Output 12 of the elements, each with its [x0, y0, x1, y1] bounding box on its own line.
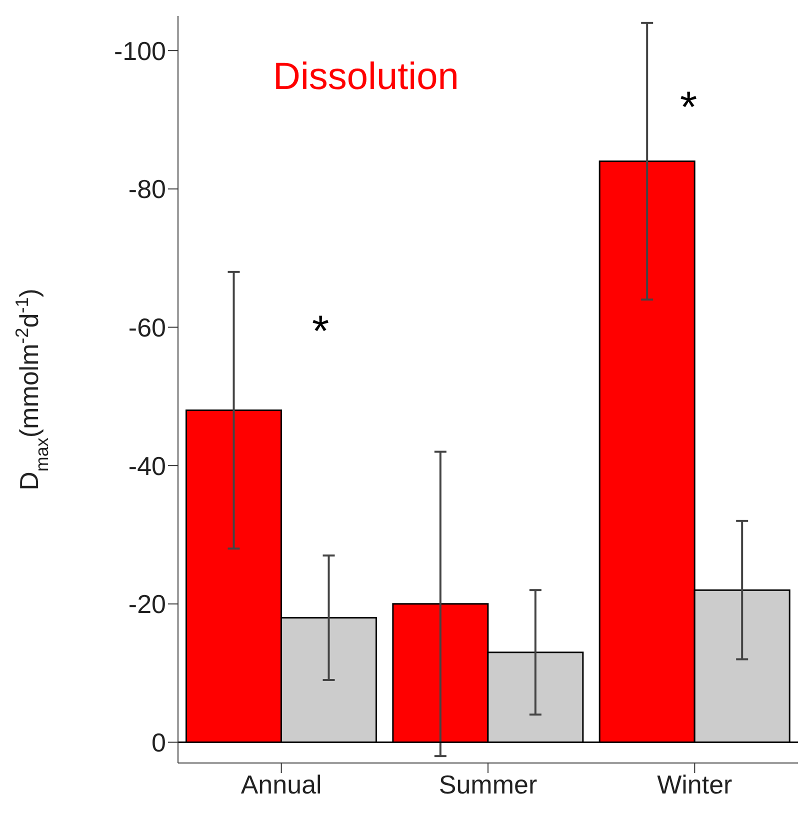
y-tick-label: -40 [128, 450, 166, 481]
y-tick-label: -60 [128, 312, 166, 342]
y-tick-label: -20 [128, 589, 166, 620]
y-tick-label: 0 [152, 727, 166, 758]
annotation: * [312, 307, 330, 356]
annotation: Dissolution [273, 56, 459, 98]
x-tick-label: Winter [657, 769, 733, 800]
x-tick-label: Annual [240, 769, 322, 800]
y-tick-label: -100 [114, 36, 166, 66]
annotation: * [680, 83, 698, 132]
x-tick-label: Summer [438, 769, 538, 800]
y-tick-label: -80 [128, 174, 166, 204]
